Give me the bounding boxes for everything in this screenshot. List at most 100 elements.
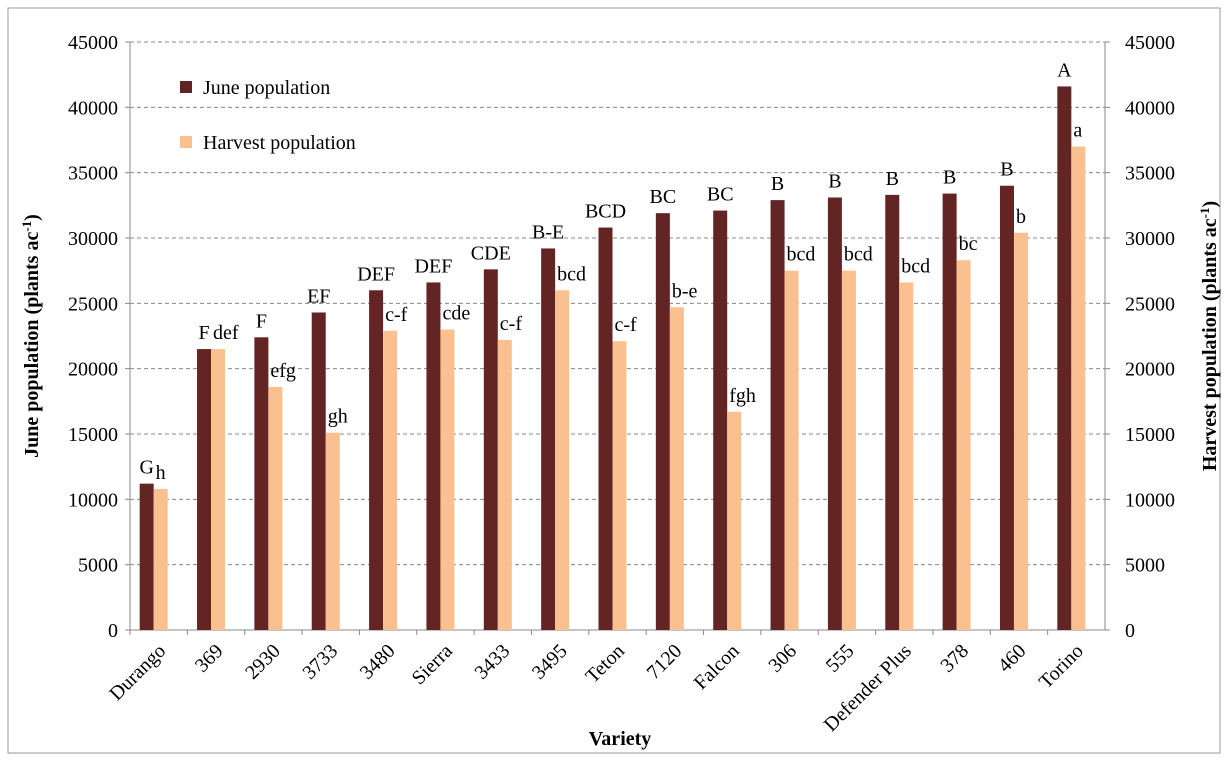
significance-letter: gh [328, 406, 348, 428]
significance-letter: bcd [787, 244, 816, 266]
bar [841, 270, 856, 630]
bar [899, 282, 914, 630]
y-tick-label: 30000 [68, 228, 118, 250]
significance-letter: c-f [500, 313, 523, 335]
significance-letter: bcd [557, 263, 586, 285]
significance-letter: h [156, 462, 166, 484]
x-tick-label: Torino [1035, 640, 1088, 693]
x-tick-label: 3733 [298, 640, 342, 684]
bar [383, 330, 398, 630]
y-tick-label: 0 [108, 620, 118, 642]
bar [483, 269, 498, 630]
bar [770, 200, 785, 630]
x-tick-label: Falcon [690, 640, 744, 694]
significance-letter: bcd [844, 244, 873, 266]
significance-letter: B [771, 173, 784, 195]
significance-letter: b-e [672, 280, 698, 302]
bar [211, 349, 226, 630]
bar [1013, 232, 1028, 631]
significance-letter: A [1057, 59, 1072, 81]
chart-border [7, 7, 1221, 754]
bar [885, 194, 900, 630]
y2-tick-label: 20000 [1125, 359, 1175, 381]
y-tick-label: 15000 [68, 424, 118, 446]
bar [956, 260, 971, 630]
significance-letter: BCD [585, 201, 626, 223]
bar [713, 210, 728, 630]
y-title-text: June population (plants ac [21, 232, 43, 458]
y-tick-label: 35000 [68, 163, 118, 185]
bar [942, 193, 957, 630]
bar [784, 270, 799, 630]
x-tick-label: 3495 [528, 640, 572, 684]
x-tick-label: 378 [936, 640, 973, 677]
legend-label: Harvest population [203, 132, 356, 154]
y2-tick-label: 35000 [1125, 163, 1175, 185]
y2-tick-label: 25000 [1125, 293, 1175, 315]
x-tick-label: 369 [191, 640, 228, 677]
x-tick-label: Durango [105, 640, 170, 705]
significance-letter: a [1073, 120, 1082, 142]
bar [827, 197, 842, 630]
significance-letter: bc [959, 233, 978, 255]
significance-letter: def [213, 322, 239, 344]
legend-swatch [180, 81, 192, 93]
y2-tick-label: 30000 [1125, 228, 1175, 250]
significance-letter: B [828, 170, 841, 192]
x-tick-label: 3433 [470, 640, 514, 684]
bar [426, 282, 441, 630]
y2-axis-title: Harvest population (plants ac-1) [1197, 201, 1222, 471]
legend-label: June population [203, 77, 330, 99]
y-tick-label: 40000 [68, 97, 118, 119]
bar [1057, 86, 1072, 631]
bar [1071, 146, 1086, 631]
bar [153, 488, 168, 630]
y2-tick-label: 15000 [1125, 424, 1175, 446]
bar [440, 329, 455, 630]
y2-title-text: Harvest population (plants ac [1199, 218, 1221, 471]
x-tick-label: Teton [581, 640, 629, 688]
significance-letter: F [256, 310, 267, 332]
y2-tick-label: 5000 [1125, 555, 1165, 577]
significance-letter: BC [650, 186, 677, 208]
y2-title-sup: -1 [1197, 208, 1212, 219]
significance-letter: efg [270, 360, 296, 382]
y-title-end: ) [21, 214, 43, 221]
bar [497, 339, 512, 630]
y-tick-label: 25000 [68, 293, 118, 315]
x-tick-label: 460 [994, 640, 1031, 677]
y-title-sup: -1 [19, 221, 34, 232]
x-tick-label: 555 [822, 640, 859, 677]
significance-letter: B-E [532, 221, 564, 243]
bar [999, 185, 1014, 630]
significance-letter: CDE [471, 242, 511, 264]
y2-tick-label: 10000 [1125, 489, 1175, 511]
y-tick-label: 45000 [68, 32, 118, 54]
significance-letter: b [1016, 206, 1026, 228]
bar [555, 290, 570, 630]
x-tick-label: 306 [764, 640, 801, 677]
x-tick-label: 2930 [241, 640, 285, 684]
significance-letter: fgh [729, 385, 756, 407]
bar [268, 386, 283, 630]
bar [727, 411, 742, 630]
bar [254, 337, 269, 630]
y2-tick-label: 0 [1125, 620, 1135, 642]
x-tick-label: 3480 [356, 640, 400, 684]
x-tick-label: Sierra [408, 640, 457, 689]
y-tick-label: 10000 [68, 489, 118, 511]
y-axis-title: June population (plants ac-1) [19, 214, 44, 458]
significance-letter: BC [707, 184, 734, 206]
bar [612, 341, 627, 630]
bar [655, 213, 670, 630]
significance-letter: F [198, 322, 209, 344]
y2-tick-label: 45000 [1125, 32, 1175, 54]
significance-letter: bcd [901, 255, 930, 277]
y-tick-label: 20000 [68, 359, 118, 381]
x-tick-label: 7120 [643, 640, 687, 684]
y2-title-end: ) [1199, 201, 1221, 208]
significance-letter: c-f [385, 304, 408, 326]
x-axis-title: Variety [589, 728, 652, 750]
bar [325, 432, 340, 630]
